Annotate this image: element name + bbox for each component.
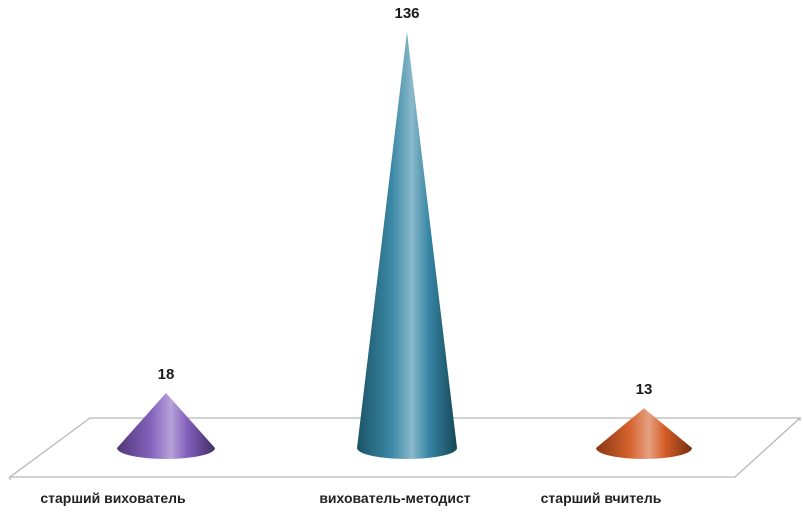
data-label: 18 [158, 366, 175, 383]
data-label: 136 [394, 5, 419, 22]
cone-bar [357, 32, 457, 459]
category-label: вихователь-методист [319, 490, 470, 506]
cone-bar [117, 392, 215, 459]
cone-bar [596, 408, 692, 459]
category-label: старший вихователь [40, 490, 186, 506]
data-label: 13 [636, 381, 653, 398]
category-label: старший вчитель [541, 490, 662, 506]
